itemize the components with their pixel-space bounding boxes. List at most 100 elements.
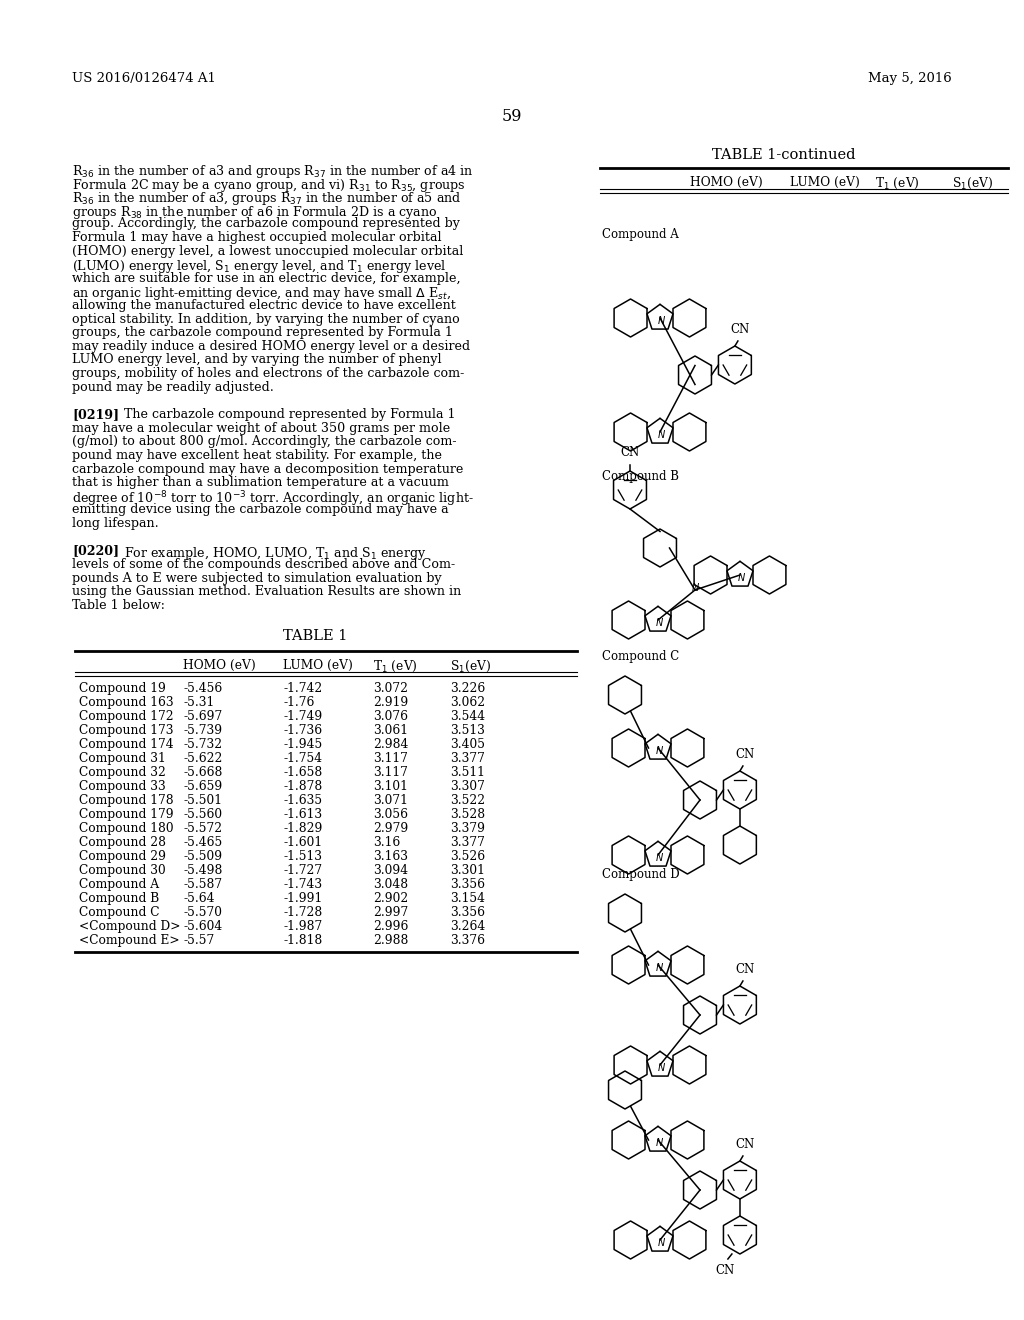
Text: -5.570: -5.570 [183, 906, 222, 919]
Text: Compound D: Compound D [602, 869, 680, 880]
Text: Compound 179: Compound 179 [79, 808, 174, 821]
Text: 3.544: 3.544 [450, 710, 485, 722]
Text: -5.668: -5.668 [183, 766, 222, 779]
Text: 2.997: 2.997 [373, 906, 409, 919]
Text: -5.509: -5.509 [183, 850, 222, 862]
Text: CN: CN [735, 748, 755, 762]
Text: Compound B: Compound B [79, 891, 160, 904]
Text: 3.163: 3.163 [373, 850, 408, 862]
Text: Compound C: Compound C [602, 649, 679, 663]
Text: -1.754: -1.754 [283, 751, 323, 764]
Text: pound may be readily adjusted.: pound may be readily adjusted. [72, 380, 273, 393]
Text: 3.511: 3.511 [450, 766, 485, 779]
Text: T$_1$ (eV): T$_1$ (eV) [373, 659, 418, 673]
Text: may readily induce a desired HOMO energy level or a desired: may readily induce a desired HOMO energy… [72, 339, 470, 352]
Text: 3.379: 3.379 [450, 821, 485, 834]
Text: N: N [657, 315, 665, 326]
Text: N: N [655, 853, 663, 863]
Text: Compound A: Compound A [602, 228, 679, 242]
Text: -5.587: -5.587 [183, 878, 222, 891]
Text: Compound C: Compound C [79, 906, 160, 919]
Text: -1.749: -1.749 [283, 710, 323, 722]
Text: 2.984: 2.984 [373, 738, 409, 751]
Text: 3.377: 3.377 [450, 836, 485, 849]
Text: Compound 173: Compound 173 [79, 723, 173, 737]
Text: 3.528: 3.528 [450, 808, 485, 821]
Text: Compound 28: Compound 28 [79, 836, 166, 849]
Text: N: N [655, 1138, 663, 1148]
Text: CN: CN [621, 446, 640, 459]
Text: HOMO (eV): HOMO (eV) [183, 659, 256, 672]
Text: 3.307: 3.307 [450, 780, 485, 792]
Text: -5.501: -5.501 [183, 793, 222, 807]
Text: 3.301: 3.301 [450, 863, 485, 876]
Text: R$_{36}$ in the number of a3, groups R$_{37}$ in the number of a5 and: R$_{36}$ in the number of a3, groups R$_… [72, 190, 462, 207]
Text: allowing the manufactured electric device to have excellent: allowing the manufactured electric devic… [72, 300, 456, 312]
Text: CN: CN [735, 964, 755, 975]
Text: -1.635: -1.635 [283, 793, 323, 807]
Text: (LUMO) energy level, S$_1$ energy level, and T$_1$ energy level: (LUMO) energy level, S$_1$ energy level,… [72, 259, 446, 275]
Text: The carbazole compound represented by Formula 1: The carbazole compound represented by Fo… [112, 408, 456, 421]
Text: [0220]: [0220] [72, 545, 119, 557]
Text: Compound 32: Compound 32 [79, 766, 166, 779]
Text: long lifespan.: long lifespan. [72, 517, 159, 531]
Text: 3.264: 3.264 [450, 920, 485, 933]
Text: -5.57: -5.57 [183, 933, 214, 946]
Text: 3.101: 3.101 [373, 780, 408, 792]
Text: Formula 1 may have a highest occupied molecular orbital: Formula 1 may have a highest occupied mo… [72, 231, 441, 244]
Text: LUMO (eV): LUMO (eV) [283, 659, 353, 672]
Text: optical stability. In addition, by varying the number of cyano: optical stability. In addition, by varyi… [72, 313, 460, 326]
Text: 2.902: 2.902 [373, 891, 409, 904]
Text: Compound 33: Compound 33 [79, 780, 166, 792]
Text: -5.572: -5.572 [183, 821, 222, 834]
Text: groups, the carbazole compound represented by Formula 1: groups, the carbazole compound represent… [72, 326, 453, 339]
Text: -1.991: -1.991 [283, 891, 323, 904]
Text: 3.513: 3.513 [450, 723, 485, 737]
Text: 3.526: 3.526 [450, 850, 485, 862]
Text: Compound A: Compound A [79, 878, 159, 891]
Text: (g/mol) to about 800 g/mol. Accordingly, the carbazole com-: (g/mol) to about 800 g/mol. Accordingly,… [72, 436, 457, 449]
Text: which are suitable for use in an electric device, for example,: which are suitable for use in an electri… [72, 272, 461, 285]
Text: S$_1$(eV): S$_1$(eV) [450, 659, 492, 673]
Text: 3.094: 3.094 [373, 863, 409, 876]
Text: S$_1$(eV): S$_1$(eV) [952, 176, 993, 191]
Text: 3.154: 3.154 [450, 891, 485, 904]
Text: pounds A to E were subjected to simulation evaluation by: pounds A to E were subjected to simulati… [72, 572, 441, 585]
Text: 3.376: 3.376 [450, 933, 485, 946]
Text: Compound 172: Compound 172 [79, 710, 174, 722]
Text: May 5, 2016: May 5, 2016 [868, 73, 952, 84]
Text: N: N [657, 430, 665, 440]
Text: -1.736: -1.736 [283, 723, 323, 737]
Text: LUMO (eV): LUMO (eV) [790, 176, 860, 189]
Text: HOMO (eV): HOMO (eV) [690, 176, 763, 189]
Text: groups R$_{38}$ in the number of a6 in Formula 2D is a cyano: groups R$_{38}$ in the number of a6 in F… [72, 203, 437, 220]
Text: -5.604: -5.604 [183, 920, 222, 933]
Text: an organic light-emitting device, and may have small $\Delta$ E$_{st}$,: an organic light-emitting device, and ma… [72, 285, 451, 302]
Text: TABLE 1: TABLE 1 [283, 628, 347, 643]
Text: Compound 180: Compound 180 [79, 821, 174, 834]
Text: For example, HOMO, LUMO, T$_1$ and S$_1$ energy: For example, HOMO, LUMO, T$_1$ and S$_1$… [112, 545, 426, 561]
Text: <Compound E>: <Compound E> [79, 933, 179, 946]
Text: US 2016/0126474 A1: US 2016/0126474 A1 [72, 73, 216, 84]
Text: -1.727: -1.727 [283, 863, 323, 876]
Text: R$_{36}$ in the number of a3 and groups R$_{37}$ in the number of a4 in: R$_{36}$ in the number of a3 and groups … [72, 162, 473, 180]
Text: -5.64: -5.64 [183, 891, 214, 904]
Text: 3.16: 3.16 [373, 836, 400, 849]
Text: 3.377: 3.377 [450, 751, 485, 764]
Text: TABLE 1-continued: TABLE 1-continued [713, 148, 856, 162]
Text: -5.560: -5.560 [183, 808, 222, 821]
Text: -1.76: -1.76 [283, 696, 314, 709]
Text: -5.498: -5.498 [183, 863, 222, 876]
Text: Compound 29: Compound 29 [79, 850, 166, 862]
Text: -1.987: -1.987 [283, 920, 323, 933]
Text: N: N [691, 583, 698, 593]
Text: -1.818: -1.818 [283, 933, 323, 946]
Text: T$_1$ (eV): T$_1$ (eV) [874, 176, 920, 191]
Text: 2.979: 2.979 [373, 821, 409, 834]
Text: degree of 10$^{-8}$ torr to 10$^{-3}$ torr. Accordingly, an organic light-: degree of 10$^{-8}$ torr to 10$^{-3}$ to… [72, 490, 474, 510]
Text: Compound 31: Compound 31 [79, 751, 166, 764]
Text: groups, mobility of holes and electrons of the carbazole com-: groups, mobility of holes and electrons … [72, 367, 464, 380]
Text: 3.048: 3.048 [373, 878, 409, 891]
Text: may have a molecular weight of about 350 grams per mole: may have a molecular weight of about 350… [72, 422, 451, 434]
Text: 59: 59 [502, 108, 522, 125]
